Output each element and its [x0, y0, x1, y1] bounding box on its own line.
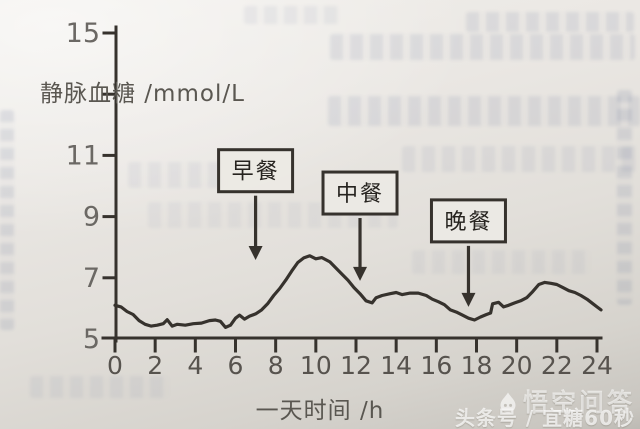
page-bleedthrough-artifact	[617, 90, 632, 305]
x-tick-label-22: 22	[541, 351, 573, 380]
y-tick-label-11: 11	[66, 140, 100, 171]
annotation-arrow-head-dinner	[461, 292, 476, 307]
x-tick-label-12: 12	[340, 351, 372, 380]
page-bleedthrough-artifact	[328, 96, 640, 126]
annotation-arrow-head-lunch	[353, 266, 368, 281]
annotation-box-dinner	[429, 198, 507, 244]
page-bleedthrough-artifact	[128, 162, 228, 188]
axes	[101, 25, 603, 353]
page-bleedthrough-artifact	[466, 12, 634, 32]
x-tick-label-6: 6	[228, 351, 244, 380]
y-tick-label-5: 5	[83, 324, 100, 355]
page-bleedthrough-artifact	[402, 146, 638, 172]
glucose-curve	[113, 254, 603, 329]
x-tick-label-8: 8	[268, 351, 284, 380]
page-bleedthrough-artifact	[244, 6, 340, 24]
x-tick-label-0: 0	[107, 351, 123, 380]
x-tick-label-14: 14	[380, 351, 412, 380]
annotation-label-lunch: 中餐	[336, 182, 384, 207]
x-tick-label-18: 18	[461, 351, 493, 380]
x-tick-label-10: 10	[300, 351, 332, 380]
y-axis-title: 静脉血糖 /mmol/L	[40, 81, 245, 107]
annotation-box-lunch	[321, 170, 399, 216]
wukong-logo-icon	[496, 391, 520, 415]
x-tick-label-20: 20	[501, 351, 533, 380]
x-axis-title: 一天时间 /h	[255, 398, 385, 424]
annotation-box-breakfast	[217, 148, 295, 194]
page-bleedthrough-artifact	[0, 110, 14, 330]
y-tick-label-15: 15	[66, 18, 100, 49]
annotation-breakfast: 早餐	[217, 148, 295, 261]
annotation-lunch: 中餐	[321, 170, 399, 281]
x-tick-label-24: 24	[581, 351, 613, 380]
page-bleedthrough-artifact	[412, 250, 592, 274]
x-tick-label-4: 4	[187, 351, 203, 380]
annotation-dinner: 晚餐	[429, 198, 507, 307]
watermark-brand: 悟空问答	[522, 388, 635, 417]
annotation-arrow-head-breakfast	[248, 246, 263, 261]
watermark: 悟空问答 头条号 / 宜糖60秒	[455, 390, 635, 428]
page-bleedthrough-artifact	[30, 376, 170, 398]
x-tick-label-2: 2	[147, 351, 163, 380]
annotation-label-dinner: 晚餐	[444, 210, 492, 235]
y-tick-label-7: 7	[83, 263, 100, 294]
watermark-brand-line: 悟空问答	[455, 390, 635, 415]
page-bleedthrough-artifact	[330, 34, 635, 60]
y-tick-label-9: 9	[83, 202, 100, 233]
watermark-account: 头条号 / 宜糖60秒	[454, 406, 635, 429]
annotation-label-breakfast: 早餐	[232, 160, 280, 185]
x-tick-label-16: 16	[420, 351, 452, 380]
